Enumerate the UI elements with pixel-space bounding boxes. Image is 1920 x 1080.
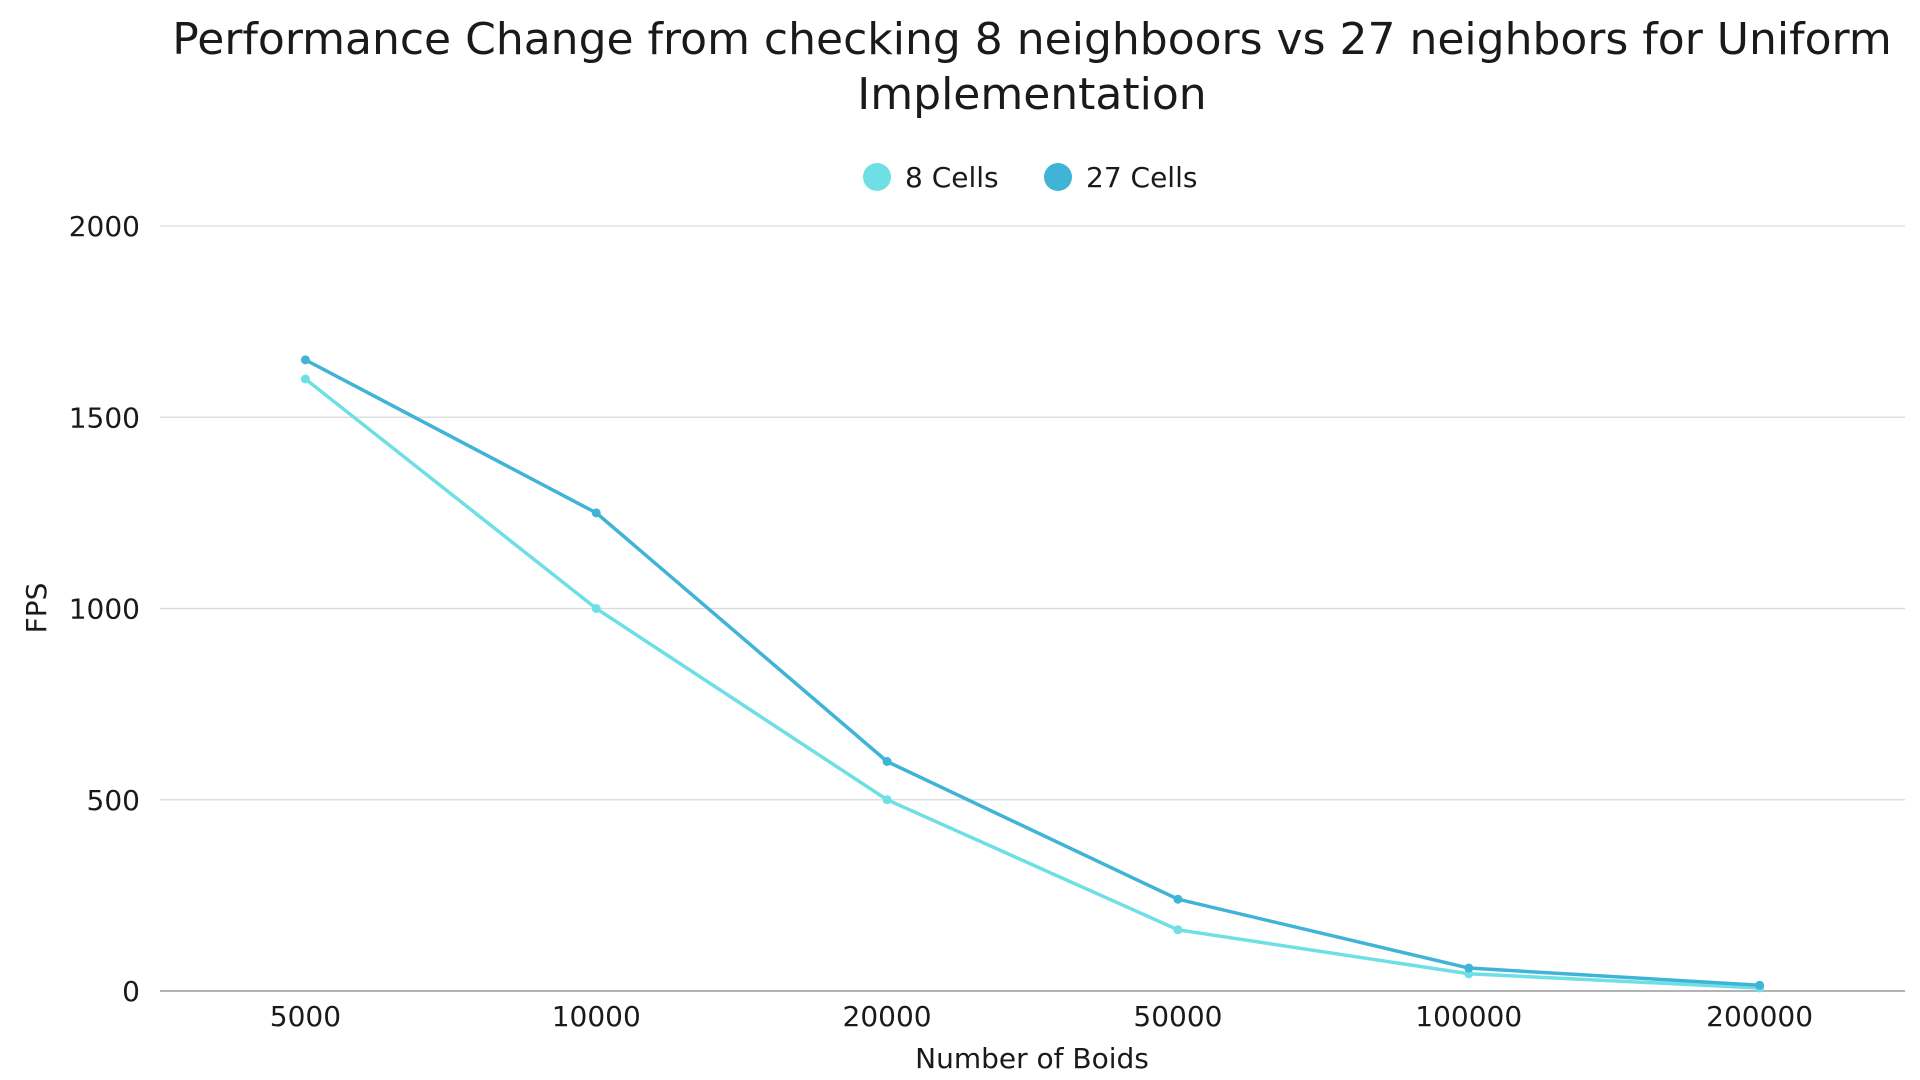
data-point [300, 355, 310, 365]
data-point [1173, 925, 1183, 935]
x-axis-label: Number of Boids [915, 1042, 1149, 1075]
legend-swatch [1044, 163, 1072, 191]
data-point [1755, 980, 1765, 990]
x-tick-label-200000: 200000 [1706, 1000, 1813, 1033]
data-point [591, 508, 601, 518]
y-axis-label: FPS [20, 583, 53, 634]
legend-swatch [863, 163, 891, 191]
data-point [1173, 894, 1183, 904]
y-axis-ticks: 0 500 1000 1500 2000 [69, 210, 140, 1008]
series-27-cells [300, 355, 1765, 990]
data-point [300, 374, 310, 384]
data-point [591, 604, 601, 613]
chart-title-line-1: Performance Change from checking 8 neigh… [172, 14, 1891, 65]
legend-label: 8 Cells [905, 161, 999, 194]
legend-label: 27 Cells [1086, 161, 1197, 194]
x-tick-label-10000: 10000 [552, 1000, 641, 1033]
series-line [303, 358, 1762, 988]
chart-title-line-2: Implementation [857, 69, 1206, 120]
data-point [882, 795, 892, 805]
y-tick-label-2000: 2000 [69, 210, 140, 243]
y-tick-label-1000: 1000 [69, 593, 140, 626]
data-point [1464, 963, 1474, 973]
legend: 8 Cells 27 Cells [863, 161, 1197, 194]
series-8-cells [300, 374, 1765, 993]
x-tick-label-20000: 20000 [843, 1000, 932, 1033]
series-line [303, 377, 1762, 990]
y-tick-label-0: 0 [122, 975, 140, 1008]
x-tick-label-100000: 100000 [1415, 1000, 1522, 1033]
x-tick-label-5000: 5000 [270, 1000, 341, 1033]
x-tick-label-50000: 50000 [1133, 1000, 1222, 1033]
x-axis-ticks: 5000 10000 20000 50000 100000 200000 [270, 1000, 1813, 1033]
series-layer [300, 355, 1765, 993]
y-tick-label-500: 500 [87, 784, 140, 817]
y-tick-label-1500: 1500 [69, 401, 140, 434]
gridlines [160, 225, 1905, 992]
data-point [882, 757, 892, 766]
